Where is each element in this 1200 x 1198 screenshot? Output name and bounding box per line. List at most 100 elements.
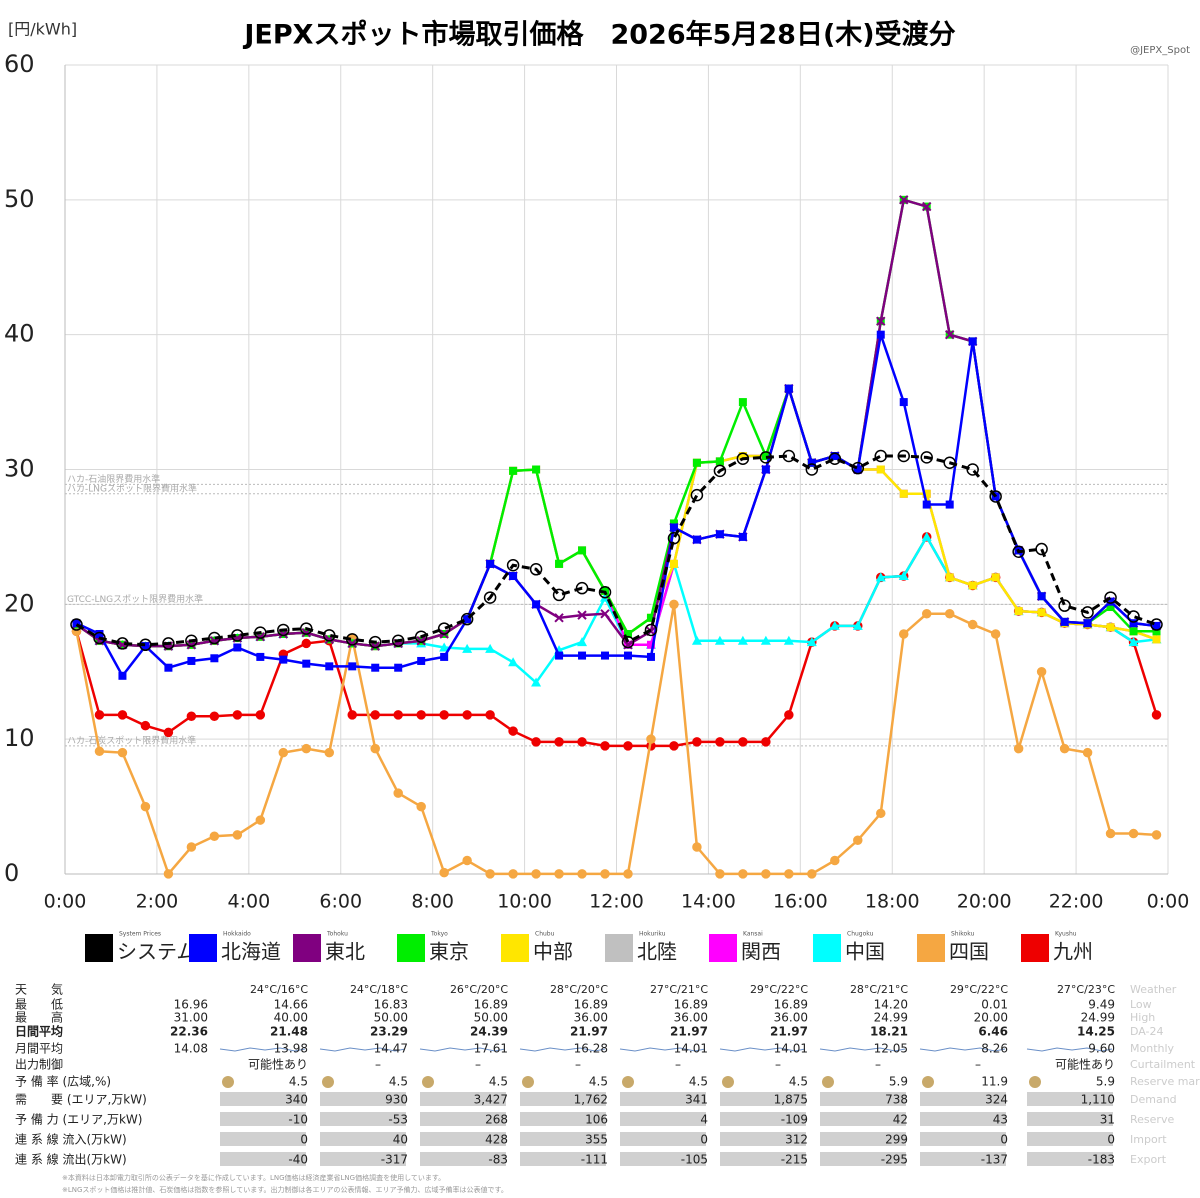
point xyxy=(1060,617,1069,626)
point xyxy=(347,638,357,649)
point xyxy=(1151,830,1162,840)
x-tick-label: 0:00 xyxy=(1147,891,1190,913)
point xyxy=(301,638,312,649)
mini-chart xyxy=(520,1112,606,1126)
row-label: 最 高 xyxy=(15,1010,63,1025)
legend-swatch xyxy=(813,934,841,962)
legend-swatch xyxy=(1021,934,1049,962)
legend-label-en: Chugoku xyxy=(847,931,874,938)
point xyxy=(140,801,151,812)
cell: 16.89 xyxy=(474,998,508,1012)
sparkline xyxy=(819,1047,906,1052)
mini-chart xyxy=(920,1112,1006,1126)
legend-swatch xyxy=(605,934,633,962)
legend-label-en: Kansai xyxy=(743,931,763,938)
reserve-icon xyxy=(722,1076,734,1088)
cell: -183 xyxy=(1088,1153,1115,1167)
point xyxy=(692,737,702,747)
point xyxy=(370,743,380,754)
point xyxy=(876,316,886,326)
legend-swatch xyxy=(501,934,529,962)
point xyxy=(1152,627,1161,636)
point xyxy=(669,519,678,528)
legend-label-en: System Prices xyxy=(119,931,161,938)
point xyxy=(761,737,771,747)
mini-chart xyxy=(420,1092,506,1106)
cell: 20.00 xyxy=(974,1011,1008,1025)
mini-chart xyxy=(420,1132,506,1146)
point xyxy=(232,710,243,720)
point xyxy=(371,663,380,672)
point xyxy=(829,620,840,630)
cell: 0 xyxy=(700,1133,708,1147)
mini-chart xyxy=(220,1152,306,1166)
row-label-en: Export xyxy=(1130,1153,1167,1166)
point xyxy=(231,629,244,642)
point xyxy=(944,329,955,340)
point xyxy=(715,869,725,879)
point xyxy=(943,456,956,470)
cell: – xyxy=(575,1058,581,1072)
cell: 24.39 xyxy=(470,1025,508,1039)
point xyxy=(116,637,129,650)
row-label-en: Curtailment xyxy=(1130,1058,1196,1071)
cell: 24°C/18°C xyxy=(350,983,408,996)
cell: 可能性あり xyxy=(248,1058,308,1072)
sparkline xyxy=(1026,1047,1113,1052)
row-label: 出力制御 xyxy=(15,1057,63,1072)
point xyxy=(393,710,403,720)
row-label-en: Weather xyxy=(1130,983,1177,996)
point xyxy=(529,563,543,576)
point xyxy=(531,737,541,747)
point xyxy=(669,523,678,532)
mini-chart xyxy=(420,1112,506,1126)
cell: 106 xyxy=(585,1113,608,1127)
x-tick-label: 16:00 xyxy=(773,891,828,913)
point xyxy=(851,461,865,475)
cell: 16.28 xyxy=(574,1042,608,1056)
point xyxy=(738,398,747,407)
cell: – xyxy=(675,1058,681,1072)
legend-swatch xyxy=(917,934,945,962)
point xyxy=(301,743,312,754)
point xyxy=(920,451,933,464)
cell: 1,875 xyxy=(774,1093,808,1107)
legend-label-en: Hokkaido xyxy=(223,931,251,938)
y-tick-label: 60 xyxy=(4,50,35,78)
point xyxy=(853,465,862,474)
row-label-en: Demand xyxy=(1130,1093,1177,1106)
cell: 50.00 xyxy=(374,1011,408,1025)
cell: 0 xyxy=(1107,1133,1115,1147)
point xyxy=(437,622,451,635)
mini-chart xyxy=(220,1112,306,1126)
x-tick-label: 0:00 xyxy=(44,891,87,913)
point xyxy=(577,637,588,647)
point xyxy=(1083,619,1092,628)
x-tick-label: 2:00 xyxy=(136,891,179,913)
sparkline xyxy=(319,1047,406,1052)
cell: 24°C/16°C xyxy=(250,983,308,996)
point xyxy=(394,663,403,672)
reserve-icon xyxy=(922,1076,934,1088)
cell: 355 xyxy=(585,1133,608,1147)
reference-label: ハカ-LNGスポット限界費用水準 xyxy=(67,482,197,494)
point xyxy=(439,710,449,720)
point xyxy=(828,452,842,465)
mini-chart xyxy=(920,1092,1006,1106)
point xyxy=(621,635,635,649)
point xyxy=(70,618,83,631)
point xyxy=(646,613,655,622)
point xyxy=(439,867,449,878)
cell: 312 xyxy=(785,1133,808,1147)
point xyxy=(990,629,1001,639)
point xyxy=(460,612,474,626)
mini-chart xyxy=(520,1132,606,1146)
x-tick-label: 12:00 xyxy=(589,891,644,913)
point xyxy=(325,662,334,671)
mini-chart xyxy=(820,1112,906,1126)
mini-chart xyxy=(720,1092,806,1106)
point xyxy=(646,734,656,744)
point xyxy=(575,581,589,595)
cell: 29°C/22°C xyxy=(750,983,808,996)
